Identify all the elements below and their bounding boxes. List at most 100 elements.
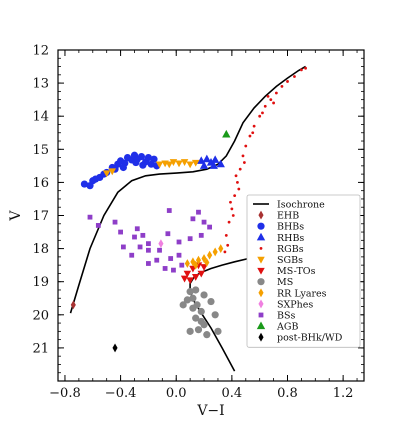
legend-marker [257, 267, 265, 275]
data-point [233, 194, 237, 198]
data-point [193, 260, 199, 270]
series-sgbs [102, 159, 200, 178]
data-point [140, 232, 146, 238]
data-point [216, 159, 225, 168]
data-point [293, 75, 296, 78]
data-point [194, 326, 203, 334]
data-point [175, 160, 183, 168]
data-point [201, 254, 207, 263]
data-point [226, 243, 230, 247]
legend-marker [256, 321, 266, 330]
legend-item-ms: MS [257, 277, 293, 288]
x-tick-label: −0.8 [49, 386, 81, 401]
data-point [183, 270, 192, 278]
legend-marker [257, 278, 265, 286]
data-point [150, 155, 158, 163]
data-point [186, 161, 194, 169]
data-point [202, 154, 212, 163]
data-point [134, 226, 140, 232]
data-point [137, 152, 146, 161]
legend-label: MS [277, 277, 293, 288]
x-tick-label: 0.8 [277, 386, 298, 401]
x-axis-label: V−I [196, 403, 224, 419]
legend-label: MS-TOs [277, 266, 316, 277]
data-point [166, 208, 172, 213]
legend-marker [258, 299, 264, 309]
series-agb [222, 129, 231, 138]
data-point [132, 234, 137, 240]
data-point [108, 168, 116, 176]
data-point [204, 258, 210, 267]
data-point [180, 275, 189, 283]
data-point [197, 317, 205, 326]
x-tick-label: 0.0 [166, 386, 187, 401]
data-point [229, 200, 232, 204]
y-tick-label: 16 [32, 176, 49, 191]
legend-label: RGBs [277, 244, 304, 255]
series-sxphes [158, 239, 164, 249]
data-point [190, 257, 196, 267]
series-ms [179, 286, 222, 339]
data-point [199, 161, 209, 169]
data-point [192, 286, 200, 294]
data-point [236, 181, 239, 184]
data-point [227, 220, 231, 224]
y-tick-label: 19 [32, 275, 49, 290]
legend-item-rgbs: RGBs [259, 244, 304, 255]
data-point [191, 159, 200, 167]
data-point [200, 291, 208, 299]
legend-marker [257, 256, 265, 264]
data-point [146, 247, 151, 253]
isochrone-line [69, 65, 306, 314]
legend-label: post-BHk/WD [277, 333, 343, 344]
x-tick-label: −0.4 [105, 386, 137, 401]
data-point [269, 98, 273, 102]
series-bss [87, 208, 213, 273]
data-point [139, 161, 147, 169]
data-point [157, 247, 162, 253]
data-point [129, 252, 135, 258]
data-point [169, 159, 178, 166]
data-point [196, 209, 201, 215]
data-point [201, 219, 207, 225]
legend-label: SXPhes [277, 299, 313, 310]
data-point [230, 207, 234, 211]
data-point [212, 247, 218, 257]
data-point [95, 223, 101, 228]
data-point [144, 153, 153, 162]
data-point [186, 288, 194, 296]
data-point [200, 264, 208, 271]
data-point [119, 163, 127, 172]
data-point [224, 233, 228, 237]
legend-item-sgbs: SGBs [257, 255, 303, 266]
legend-item-isochrone: Isochrone [253, 200, 325, 211]
data-point [146, 241, 151, 247]
data-point [241, 154, 245, 158]
legend-label: RHBs [277, 233, 304, 244]
data-point [207, 250, 213, 260]
data-point [304, 66, 307, 70]
data-point [266, 94, 270, 98]
data-point [300, 68, 303, 72]
y-tick-label: 12 [32, 44, 49, 59]
series-post-bhk-wd [112, 343, 118, 353]
data-point [258, 114, 262, 118]
data-point [86, 182, 94, 190]
data-point [180, 159, 189, 166]
data-point [118, 229, 123, 235]
data-point [242, 161, 246, 164]
data-point [168, 256, 174, 261]
axis-ticks: −0.8 −0.4 0.0 0.4 0.8 1.2 12 13 14 15 16 17 18 19 20 21 [32, 44, 364, 401]
plot-content [69, 65, 307, 372]
data-point [70, 300, 76, 310]
data-point [192, 314, 200, 322]
series-rgbs [223, 66, 307, 254]
data-point [198, 232, 204, 238]
legend-marker [259, 247, 263, 250]
data-point [187, 236, 193, 242]
data-point [91, 175, 100, 183]
data-point [112, 343, 118, 353]
data-point [165, 231, 171, 237]
data-point [238, 167, 242, 171]
